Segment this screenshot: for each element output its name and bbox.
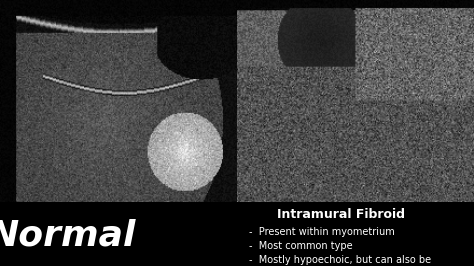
Text: Bladder: Bladder	[135, 91, 165, 100]
Text: Myometrium: Myometrium	[26, 138, 75, 147]
Text: -  Present within myometrium: - Present within myometrium	[249, 227, 394, 238]
Text: -  Mostly hypoechoic, but can also be
isoechoic or hyperechoic: - Mostly hypoechoic, but can also be iso…	[249, 255, 431, 266]
Text: Longitudinal View: Longitudinal View	[242, 189, 360, 202]
Text: Fundus: Fundus	[26, 103, 54, 112]
Text: -  Most common type: - Most common type	[249, 241, 353, 251]
Text: Intramural Fibroid: Intramural Fibroid	[277, 208, 405, 221]
Text: Myometrium: Myometrium	[280, 122, 328, 131]
Text: Fibroid: Fibroid	[273, 34, 299, 43]
Text: Endometrium: Endometrium	[59, 103, 111, 112]
Text: Longitudinal View: Longitudinal View	[5, 189, 123, 202]
Text: Endometrium: Endometrium	[322, 79, 374, 88]
Text: Normal: Normal	[0, 218, 135, 252]
Text: Cervix: Cervix	[152, 159, 176, 168]
